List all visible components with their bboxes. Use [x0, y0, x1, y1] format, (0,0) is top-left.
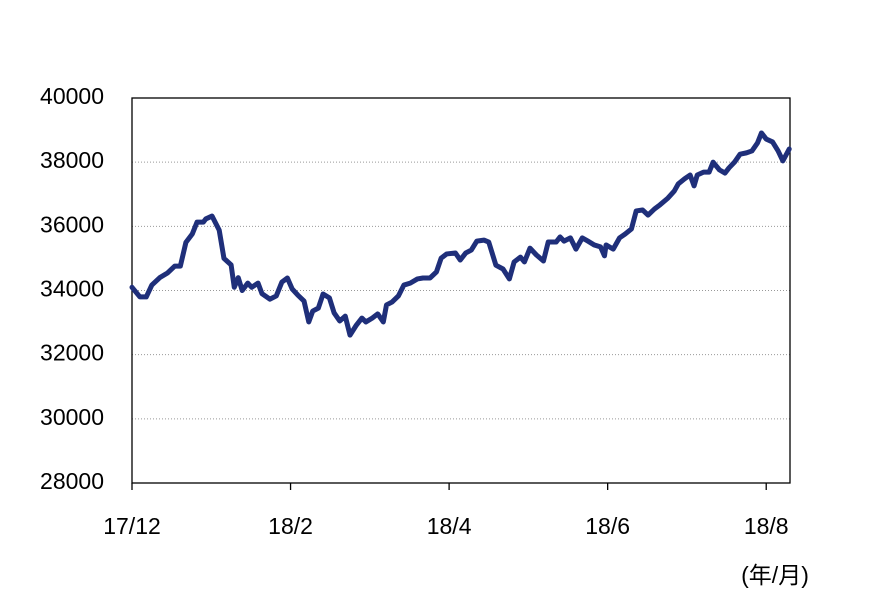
y-tick-label: 38000	[40, 147, 104, 173]
y-tick-label: 28000	[40, 468, 104, 494]
x-unit-label: (年/月)	[741, 562, 809, 588]
y-tick-label: 30000	[40, 404, 104, 430]
y-tick-label: 36000	[40, 211, 104, 237]
x-tick-label: 17/12	[103, 513, 161, 539]
x-tick-label: 18/4	[427, 513, 472, 539]
x-tick-label: 18/2	[268, 513, 313, 539]
x-tick-label: 18/6	[585, 513, 630, 539]
y-tick-label: 34000	[40, 276, 104, 302]
x-tick-label: 18/8	[744, 513, 789, 539]
y-tick-label: 40000	[40, 83, 104, 109]
y-tick-label: 32000	[40, 340, 104, 366]
plot-frame	[131, 97, 791, 484]
data-line	[129, 130, 792, 338]
